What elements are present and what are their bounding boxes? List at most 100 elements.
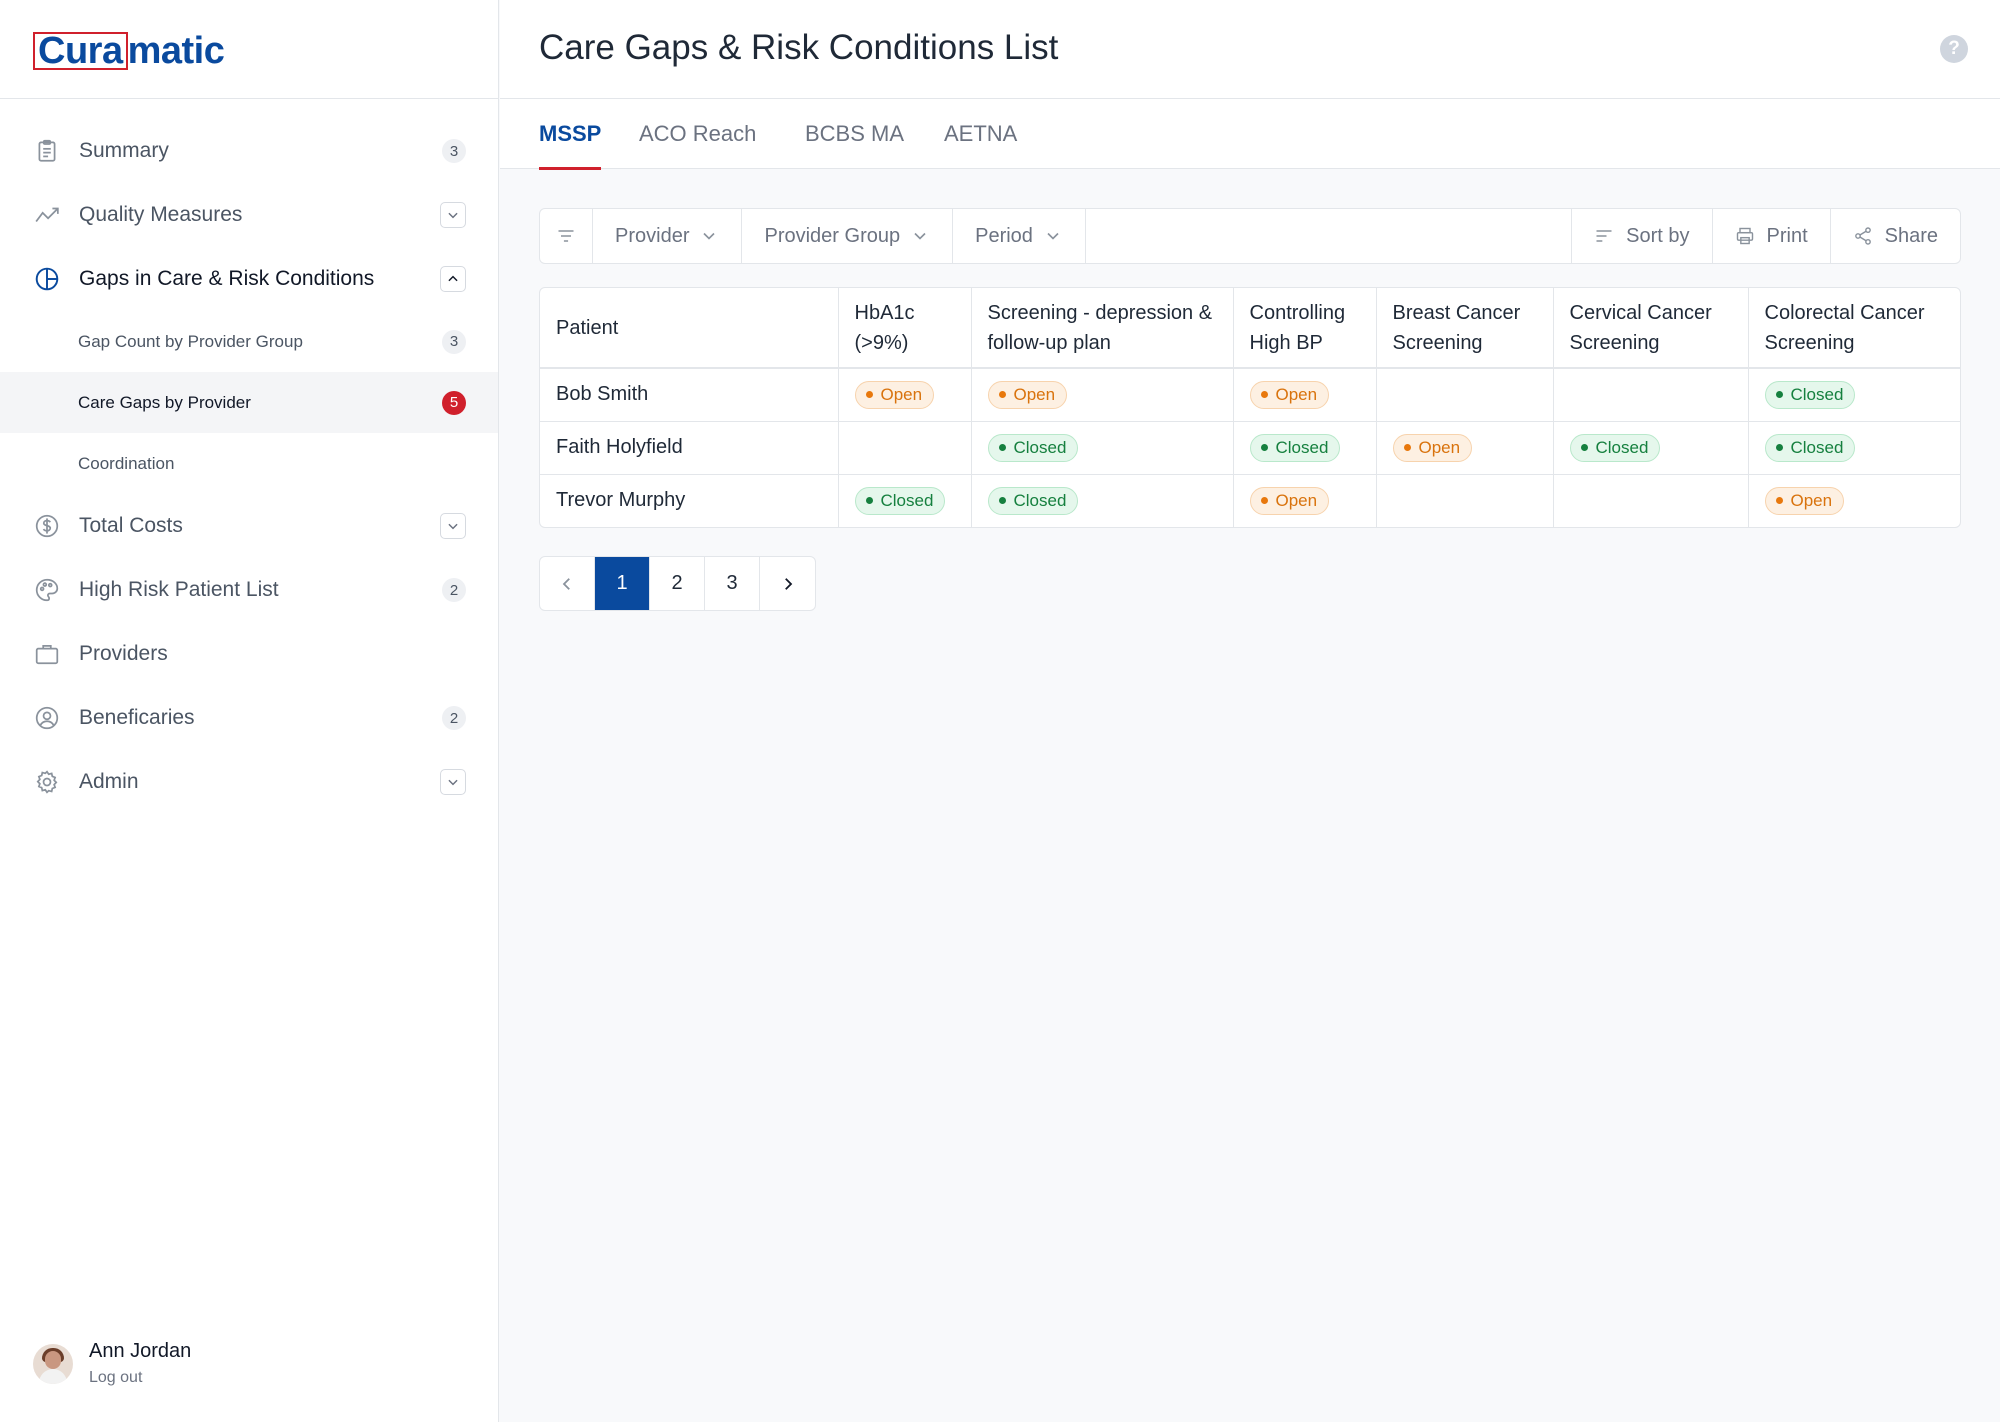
status-cell bbox=[1376, 367, 1554, 421]
status-cell: Open bbox=[971, 367, 1234, 421]
logo-bar: Cura matic bbox=[0, 0, 498, 99]
chevron-down-icon bbox=[910, 226, 930, 246]
sidebar-item-quality-measures[interactable]: Quality Measures bbox=[0, 183, 498, 247]
count-badge: 2 bbox=[442, 706, 466, 730]
provider-group-dropdown[interactable]: Provider Group bbox=[742, 209, 954, 263]
chevron-down-icon[interactable] bbox=[440, 769, 466, 795]
chevron-down-icon bbox=[699, 226, 719, 246]
column-header-controlling-high-bp[interactable]: Controlling High BP bbox=[1233, 288, 1377, 369]
table-row[interactable]: Trevor Murphy Closed Closed Open Open bbox=[540, 473, 1960, 527]
sort-by-button[interactable]: Sort by bbox=[1572, 209, 1713, 263]
sidebar-item-summary[interactable]: Summary 3 bbox=[0, 119, 498, 183]
chevron-right-icon bbox=[779, 575, 797, 593]
status-cell bbox=[838, 420, 972, 474]
status-badge-label: Closed bbox=[1595, 437, 1649, 457]
status-dot-icon bbox=[1260, 444, 1268, 451]
chevron-down-icon bbox=[1043, 226, 1063, 246]
status-badge-label: Open bbox=[1418, 437, 1461, 457]
count-badge: 3 bbox=[442, 139, 466, 163]
tab-bcbs-ma[interactable]: BCBS MA bbox=[805, 121, 905, 146]
share-button[interactable]: Share bbox=[1831, 209, 1960, 263]
toolbar-spacer bbox=[1086, 209, 1573, 263]
status-badge-label: Open bbox=[880, 384, 923, 404]
status-cell: Open bbox=[838, 367, 972, 421]
sidebar-subitem-coordination[interactable]: Coordination bbox=[0, 433, 498, 494]
status-badge: Closed bbox=[854, 486, 946, 515]
avatar[interactable] bbox=[33, 1343, 73, 1384]
status-badge: Closed bbox=[1569, 433, 1661, 462]
prev-page-button[interactable] bbox=[540, 557, 595, 610]
patient-name-cell[interactable]: Faith Holyfield bbox=[540, 420, 839, 474]
sidebar-subitem-care-gaps-by-provider[interactable]: Care Gaps by Provider 5 bbox=[0, 372, 498, 433]
column-header-hba1c[interactable]: HbA1c (>9%) bbox=[838, 288, 972, 369]
share-icon bbox=[1853, 226, 1873, 246]
chevron-down-icon[interactable] bbox=[440, 202, 466, 228]
sidebar-item-label: Summary bbox=[79, 139, 169, 162]
sidebar: Cura matic Summary 3 Quality Measures Gap… bbox=[0, 0, 499, 1422]
payer-tabs: MSSP ACO Reach BCBS MA AETNA bbox=[500, 99, 2000, 170]
provider-dropdown[interactable]: Provider bbox=[593, 209, 743, 263]
column-header-patient[interactable]: Patient bbox=[540, 288, 839, 369]
patient-name-cell[interactable]: Bob Smith bbox=[540, 367, 839, 421]
palette-icon bbox=[33, 576, 61, 604]
filter-toolbar: Provider Provider Group Period Sort by P… bbox=[539, 208, 1961, 264]
sidebar-item-label: Providers bbox=[79, 642, 168, 665]
page-title: Care Gaps & Risk Conditions List bbox=[539, 28, 1059, 67]
sort-icon bbox=[1594, 226, 1614, 246]
print-button[interactable]: Print bbox=[1713, 209, 1831, 263]
status-badge: Open bbox=[1392, 433, 1473, 462]
status-badge-label: Closed bbox=[1013, 437, 1067, 457]
sidebar-item-beneficaries[interactable]: Beneficaries 2 bbox=[0, 686, 498, 750]
page-2-button[interactable]: 2 bbox=[650, 557, 705, 610]
page-3-button[interactable]: 3 bbox=[705, 557, 760, 610]
status-badge: Open bbox=[1249, 486, 1330, 515]
sidebar-item-high-risk-patient-list[interactable]: High Risk Patient List 2 bbox=[0, 558, 498, 622]
period-dropdown[interactable]: Period bbox=[953, 209, 1086, 263]
filter-icon bbox=[556, 226, 576, 246]
count-badge: 3 bbox=[442, 329, 466, 354]
status-badge: Closed bbox=[1249, 433, 1341, 462]
page-1-button[interactable]: 1 bbox=[595, 557, 650, 610]
logo[interactable]: Cura matic bbox=[33, 30, 225, 73]
next-page-button[interactable] bbox=[760, 557, 815, 610]
status-dot-icon bbox=[998, 444, 1006, 451]
filter-button[interactable] bbox=[540, 209, 593, 263]
table-row[interactable]: Bob Smith Open Open Open Closed bbox=[540, 367, 1960, 421]
tab-aetna[interactable]: AETNA bbox=[944, 121, 1018, 146]
care-gaps-table: Patient HbA1c (>9%) Screening - depressi… bbox=[539, 287, 1961, 528]
status-badge: Closed bbox=[987, 486, 1079, 515]
status-badge-label: Open bbox=[1790, 490, 1833, 510]
period-dropdown-label: Period bbox=[975, 224, 1033, 247]
column-header-colorectal-cancer-screening[interactable]: Colorectal Cancer Screening bbox=[1748, 288, 1960, 369]
sidebar-item-admin[interactable]: Admin bbox=[0, 750, 498, 814]
sidebar-item-gaps-in-care[interactable]: Gaps in Care & Risk Conditions bbox=[0, 247, 498, 311]
sort-by-label: Sort by bbox=[1626, 224, 1690, 247]
status-cell: Closed bbox=[1748, 420, 1960, 474]
table-row[interactable]: Faith Holyfield Closed Closed Open Closed Clo… bbox=[540, 420, 1960, 474]
status-dot-icon bbox=[865, 391, 873, 399]
status-dot-icon bbox=[1260, 391, 1268, 399]
tab-mssp[interactable]: MSSP bbox=[539, 121, 602, 170]
column-header-depression-screening[interactable]: Screening - depression & follow-up plan bbox=[971, 288, 1234, 369]
logout-link[interactable]: Log out bbox=[89, 1369, 143, 1386]
chevron-down-icon[interactable] bbox=[440, 513, 466, 539]
help-icon[interactable]: ? bbox=[1940, 35, 1968, 63]
tab-aco-reach[interactable]: ACO Reach bbox=[639, 121, 757, 146]
provider-dropdown-label: Provider bbox=[615, 224, 690, 247]
sidebar-item-total-costs[interactable]: Total Costs bbox=[0, 494, 498, 558]
chevron-up-icon[interactable] bbox=[440, 266, 466, 292]
column-header-cervical-cancer-screening[interactable]: Cervical Cancer Screening bbox=[1553, 288, 1749, 369]
sidebar-item-providers[interactable]: Providers bbox=[0, 622, 498, 686]
page-header: Care Gaps & Risk Conditions List ? bbox=[500, 0, 2000, 99]
print-label: Print bbox=[1766, 224, 1808, 247]
patient-name-cell[interactable]: Trevor Murphy bbox=[540, 473, 839, 527]
sidebar-subitem-gap-count[interactable]: Gap Count by Provider Group 3 bbox=[0, 311, 498, 372]
status-badge: Open bbox=[1764, 486, 1845, 515]
status-badge-label: Closed bbox=[880, 490, 934, 510]
status-cell: Open bbox=[1233, 367, 1377, 421]
count-badge: 5 bbox=[442, 390, 466, 415]
column-header-breast-cancer-screening[interactable]: Breast Cancer Screening bbox=[1376, 288, 1554, 369]
table-body: Bob Smith Open Open Open Closed Faith Holyfie… bbox=[540, 367, 1960, 527]
status-badge: Open bbox=[854, 380, 935, 409]
status-cell: Closed bbox=[971, 473, 1234, 527]
